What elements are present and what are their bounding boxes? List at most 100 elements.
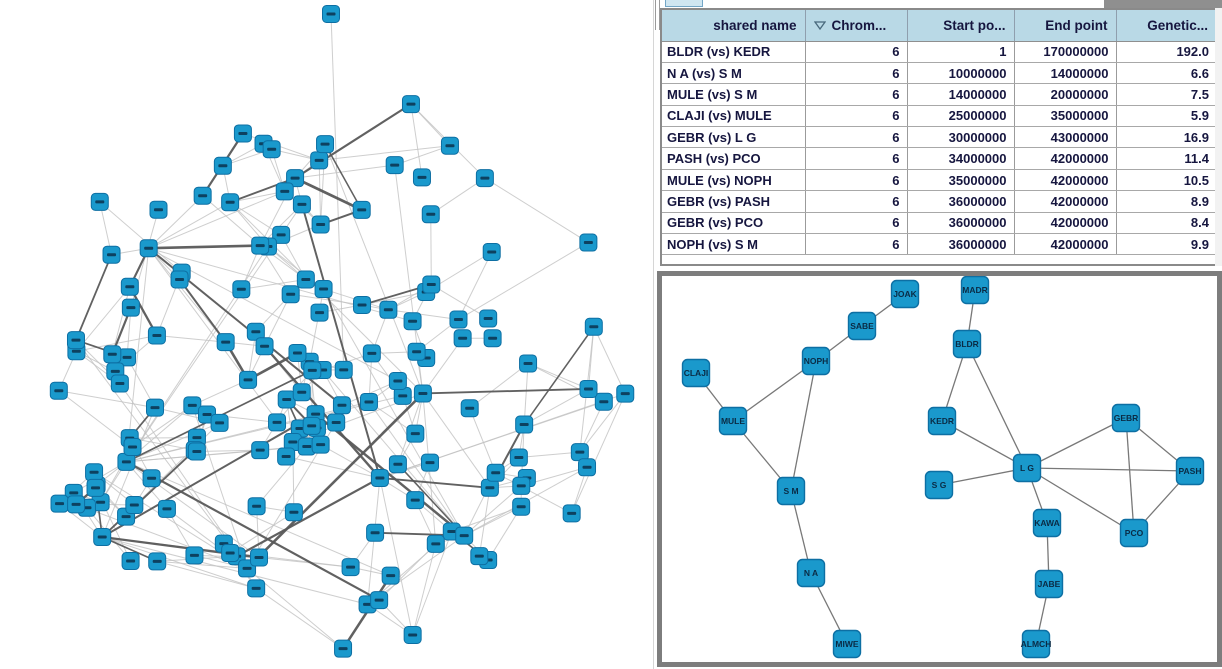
table-cell[interactable]: 6	[805, 169, 908, 192]
table-cell[interactable]: 6	[805, 147, 908, 170]
network-node-NA[interactable]: N A	[796, 558, 826, 588]
table-cell[interactable]: 6	[805, 83, 908, 106]
table-cell[interactable]: 10000000	[907, 62, 1015, 85]
network-node-CLAJI[interactable]: CLAJI	[681, 358, 711, 388]
network-node[interactable]	[482, 243, 501, 262]
network-node[interactable]	[407, 342, 426, 361]
network-node[interactable]	[272, 225, 291, 244]
network-node-PASH[interactable]: PASH	[1175, 456, 1205, 486]
network-node[interactable]	[352, 200, 371, 219]
network-edge-NOPH-SM[interactable]	[790, 360, 817, 492]
network-node[interactable]	[334, 639, 353, 658]
network-node[interactable]	[440, 136, 459, 155]
table-cell[interactable]: 25000000	[907, 105, 1015, 128]
table-cell[interactable]: 11.4	[1116, 147, 1216, 170]
table-cell[interactable]: 6	[805, 41, 908, 63]
table-cell[interactable]: 8.4	[1116, 212, 1216, 235]
table-cell[interactable]: 6	[805, 62, 908, 85]
network-node[interactable]	[221, 543, 240, 562]
table-cell[interactable]: 36000000	[907, 190, 1015, 213]
network-node[interactable]	[327, 413, 346, 432]
table-cell[interactable]: 36000000	[907, 233, 1015, 256]
network-node[interactable]	[515, 415, 534, 434]
table-row[interactable]: PASH (vs) PCO 6 34000000 42000000 11.4	[662, 147, 1216, 170]
table-cell[interactable]: 6	[805, 233, 908, 256]
panel-divider[interactable]	[653, 0, 654, 669]
network-node-KAWA[interactable]: KAWA	[1032, 508, 1062, 538]
network-node[interactable]	[594, 392, 613, 411]
network-node[interactable]	[562, 504, 581, 523]
network-node[interactable]	[403, 625, 422, 644]
network-node[interactable]	[314, 280, 333, 299]
network-node[interactable]	[406, 491, 425, 510]
network-node-LG[interactable]: L G	[1012, 453, 1042, 483]
table-cell[interactable]: BLDR (vs) KEDR	[662, 41, 806, 63]
network-node[interactable]	[406, 424, 425, 443]
network-node[interactable]	[311, 215, 330, 234]
table-cell[interactable]: 43000000	[1014, 126, 1117, 149]
network-node[interactable]	[297, 437, 316, 456]
network-node[interactable]	[121, 552, 140, 571]
network-node[interactable]	[388, 455, 407, 474]
network-node[interactable]	[250, 548, 269, 567]
network-node[interactable]	[316, 135, 335, 154]
column-header-shared-name[interactable]: shared name	[662, 10, 806, 42]
network-node-MADR[interactable]: MADR	[960, 276, 990, 305]
table-cell[interactable]: 5.9	[1116, 105, 1216, 128]
network-node[interactable]	[123, 437, 142, 456]
network-node[interactable]	[216, 333, 235, 352]
table-cell[interactable]: GEBR (vs) PASH	[662, 190, 806, 213]
table-cell[interactable]: 7.5	[1116, 83, 1216, 106]
table-row[interactable]: N A (vs) S M 6 10000000 14000000 6.6	[662, 62, 1216, 85]
network-node[interactable]	[277, 390, 296, 409]
network-edge-SG-LG[interactable]	[938, 467, 1028, 486]
column-header-genetic[interactable]: Genetic...	[1116, 10, 1216, 42]
table-cell[interactable]: 9.9	[1116, 233, 1216, 256]
table-cell[interactable]: CLAJI (vs) MULE	[662, 105, 806, 128]
network-node-MULE[interactable]: MULE	[718, 406, 748, 436]
network-node[interactable]	[579, 379, 598, 398]
table-cell[interactable]: 192.0	[1116, 41, 1216, 63]
network-node[interactable]	[120, 277, 139, 296]
network-node[interactable]	[460, 399, 479, 418]
table-cell[interactable]: 36000000	[907, 212, 1015, 235]
table-cell[interactable]: 1	[907, 41, 1015, 63]
table-scrollbar-track[interactable]	[1215, 8, 1222, 266]
network-node[interactable]	[210, 413, 229, 432]
table-row[interactable]: BLDR (vs) KEDR 6 1 170000000 192.0	[662, 41, 1216, 63]
network-node[interactable]	[388, 371, 407, 390]
network-node[interactable]	[292, 195, 311, 214]
network-node[interactable]	[512, 497, 531, 516]
network-node[interactable]	[102, 245, 121, 264]
network-node[interactable]	[49, 381, 68, 400]
network-node[interactable]	[421, 205, 440, 224]
network-node[interactable]	[381, 566, 400, 585]
column-header-end-point[interactable]: End point	[1014, 10, 1117, 42]
table-cell[interactable]: 10.5	[1116, 169, 1216, 192]
table-cell[interactable]: 35000000	[907, 169, 1015, 192]
table-cell[interactable]: NOPH (vs) S M	[662, 233, 806, 256]
table-cell[interactable]: 14000000	[1014, 62, 1117, 85]
table-cell[interactable]: 6	[805, 190, 908, 213]
network-node[interactable]	[370, 468, 389, 487]
network-node[interactable]	[50, 494, 69, 513]
column-header-chromosome[interactable]: Chrom...	[805, 10, 908, 42]
network-node[interactable]	[370, 591, 389, 610]
table-cell[interactable]: MULE (vs) S M	[662, 83, 806, 106]
network-node[interactable]	[578, 458, 597, 477]
network-node[interactable]	[221, 193, 240, 212]
network-node[interactable]	[512, 476, 531, 495]
network-node[interactable]	[401, 95, 420, 114]
network-node-JOAK[interactable]: JOAK	[890, 279, 920, 309]
table-row[interactable]: CLAJI (vs) MULE 6 25000000 35000000 5.9	[662, 105, 1216, 128]
network-node[interactable]	[239, 370, 258, 389]
network-node[interactable]	[379, 300, 398, 319]
network-edge-BLDR-LG[interactable]	[966, 343, 1028, 469]
table-cell[interactable]: PASH (vs) PCO	[662, 147, 806, 170]
network-node[interactable]	[110, 374, 129, 393]
network-node[interactable]	[183, 396, 202, 415]
network-node[interactable]	[85, 463, 104, 482]
network-node[interactable]	[121, 298, 140, 317]
network-node[interactable]	[403, 312, 422, 331]
table-cell[interactable]: 16.9	[1116, 126, 1216, 149]
